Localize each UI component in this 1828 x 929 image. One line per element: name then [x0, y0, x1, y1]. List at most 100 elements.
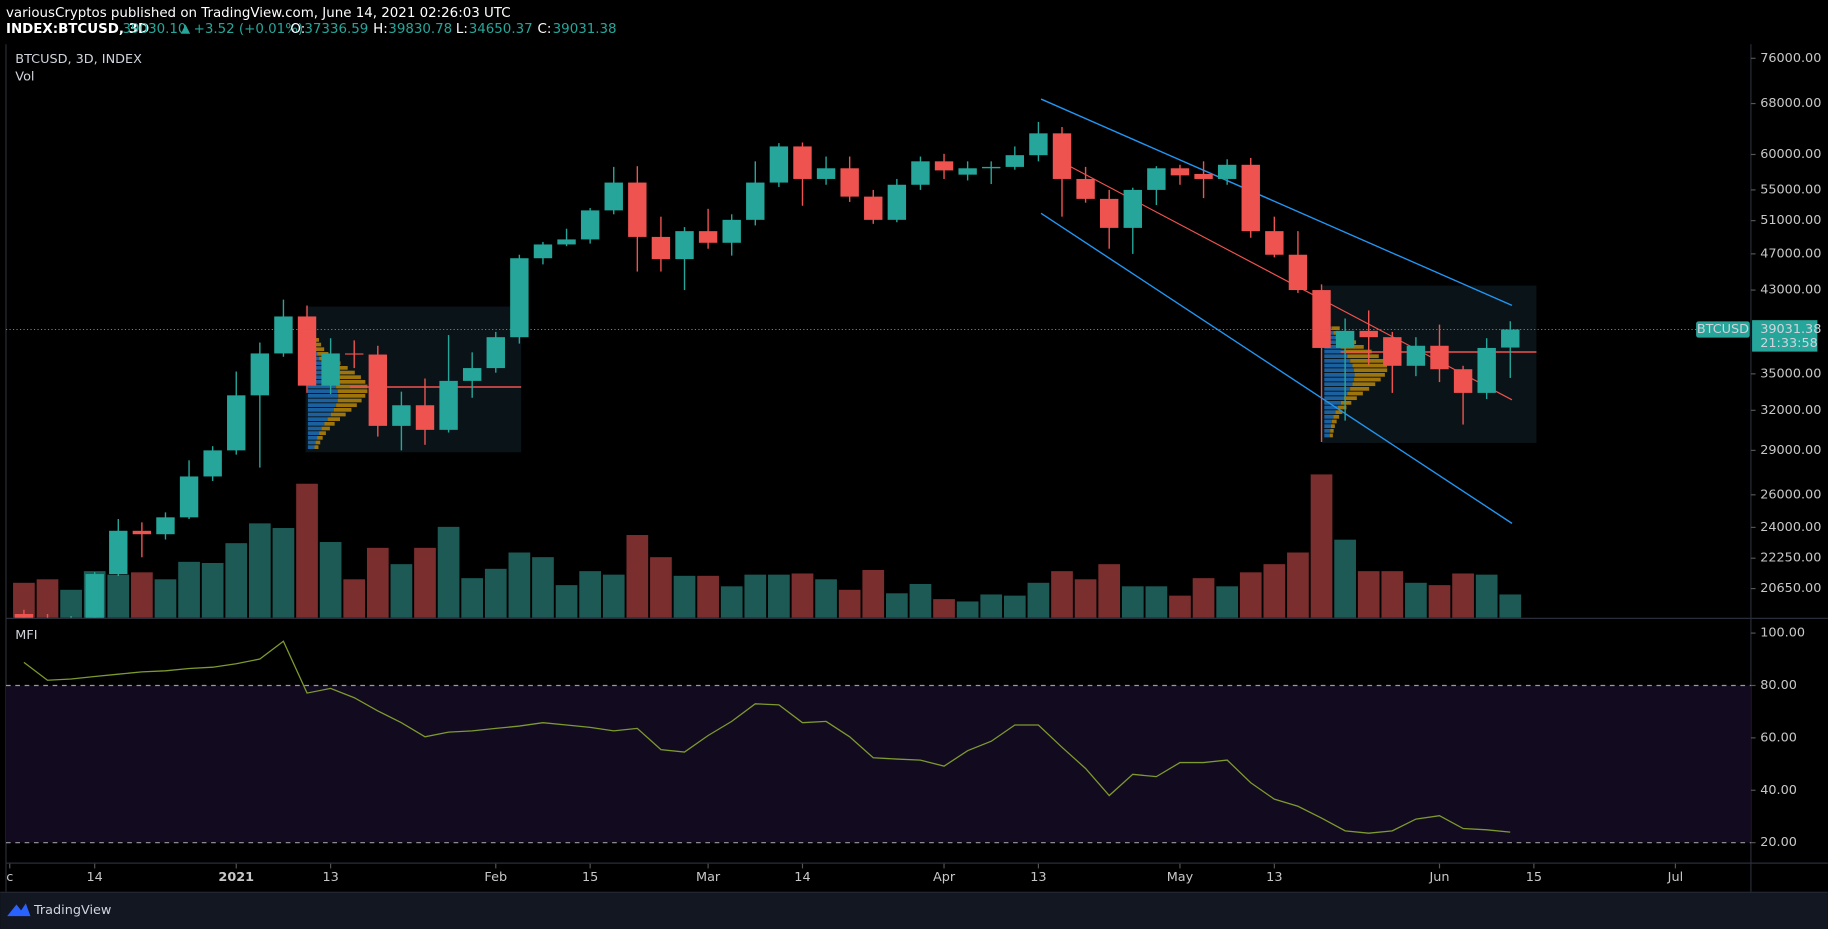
x-tick-label: 13	[1030, 870, 1046, 885]
candle-body	[462, 368, 482, 381]
candle-body	[1076, 178, 1095, 199]
volume-bar	[1475, 574, 1498, 618]
volume-bar	[343, 579, 366, 618]
candle-body	[557, 239, 576, 245]
logo	[7, 903, 31, 917]
profile-row	[327, 417, 340, 422]
profile-row	[307, 440, 316, 445]
y-tick-label: 80.00	[1760, 678, 1797, 693]
profile-row	[337, 398, 362, 403]
candle-body	[1005, 155, 1025, 167]
profile-row	[1354, 377, 1381, 382]
x-tick-label: Feb	[484, 870, 507, 885]
candle-body	[250, 353, 270, 396]
profile-row	[1324, 386, 1351, 391]
volume-bar	[1074, 579, 1097, 618]
profile-row	[1354, 372, 1385, 377]
candle-body	[1501, 329, 1520, 348]
volume-bar	[909, 583, 932, 618]
profile-row	[1352, 363, 1388, 368]
candles	[14, 121, 1520, 618]
profile-row	[1344, 396, 1357, 401]
y-tick-label: 51000.00	[1760, 213, 1821, 228]
volume-bar	[862, 569, 885, 618]
candle-body	[911, 161, 930, 185]
candle-body	[628, 182, 647, 237]
profile-row	[307, 417, 328, 422]
ohlc-label: L:	[456, 22, 468, 37]
volume-bar	[1452, 573, 1474, 618]
volume-bar	[1405, 582, 1427, 618]
volume-bar	[956, 601, 979, 618]
profile-row	[1324, 368, 1355, 373]
last-price: 39030.10	[123, 22, 187, 37]
volume-bar	[744, 574, 767, 618]
y-tick-label: 32000.00	[1760, 403, 1821, 418]
candle-body	[958, 168, 977, 175]
y-tick-label: 60000.00	[1760, 147, 1821, 162]
candle-body	[274, 316, 293, 354]
volume-bar	[791, 573, 814, 618]
candle-body	[580, 210, 600, 240]
profile-row	[333, 379, 366, 384]
volume-bar	[131, 572, 153, 618]
candle-body	[345, 353, 364, 355]
candle-body	[392, 405, 411, 426]
volume-bar	[1310, 474, 1333, 618]
candle-body	[227, 395, 246, 451]
profile-row	[333, 407, 352, 412]
y-tick-label: 76000.00	[1760, 51, 1821, 66]
profile-row	[338, 393, 366, 398]
profile-row	[1324, 349, 1345, 354]
y-tick-label: 26000.00	[1760, 487, 1821, 502]
candle-body	[1170, 168, 1190, 176]
profile-row	[1352, 382, 1376, 387]
profile-row	[1324, 340, 1339, 345]
brand: TradingView	[33, 903, 111, 918]
candle-body	[1335, 330, 1355, 348]
profile-row	[330, 375, 361, 380]
volume-bar	[201, 562, 224, 618]
volume-bar	[13, 582, 35, 618]
volume-bar	[1145, 586, 1168, 618]
profile-row	[307, 403, 337, 408]
candle-body	[368, 354, 388, 426]
publisher-line: variousCryptos published on TradingView.…	[6, 6, 511, 21]
candle-body	[1430, 345, 1449, 370]
candle-body	[1029, 133, 1048, 156]
pane-title: BTCUSD, 3D, INDEX	[15, 52, 142, 67]
volume-bar	[1428, 585, 1451, 618]
x-tick-label: Mar	[696, 870, 721, 885]
candle-body	[415, 405, 435, 430]
y-tick-label: 22250.00	[1760, 551, 1821, 566]
profile-row	[307, 398, 338, 403]
profile-row	[1354, 368, 1388, 373]
last-price-box	[1752, 320, 1818, 352]
candle-body	[982, 166, 1001, 169]
volume-bar	[579, 571, 601, 618]
pane-subtitle: Vol	[15, 69, 34, 84]
profile-row	[1347, 354, 1379, 359]
candle-body	[746, 182, 765, 220]
volume-bar	[319, 542, 342, 618]
x-tick-label: Jun	[1428, 870, 1449, 885]
candle-body	[1241, 164, 1260, 232]
volume-bar	[1169, 595, 1191, 618]
price-tag-box	[1696, 321, 1750, 338]
x-tick-label: 13	[322, 870, 338, 885]
profile-row	[307, 407, 334, 412]
candle-body	[1123, 189, 1142, 228]
candle-body	[934, 161, 954, 171]
range-box	[305, 306, 522, 453]
ohlc-label: H:	[373, 22, 388, 37]
profile-row	[1333, 414, 1340, 419]
profile-row	[1332, 419, 1337, 424]
y-tick-label: 24000.00	[1760, 520, 1821, 535]
volume-bar	[720, 586, 743, 618]
profile-row	[1324, 405, 1339, 410]
y-tick-label: 47000.00	[1760, 246, 1821, 261]
profile-row	[319, 431, 326, 436]
profile-row	[1324, 396, 1345, 401]
candle-body	[109, 530, 128, 575]
profile-row	[307, 393, 339, 398]
